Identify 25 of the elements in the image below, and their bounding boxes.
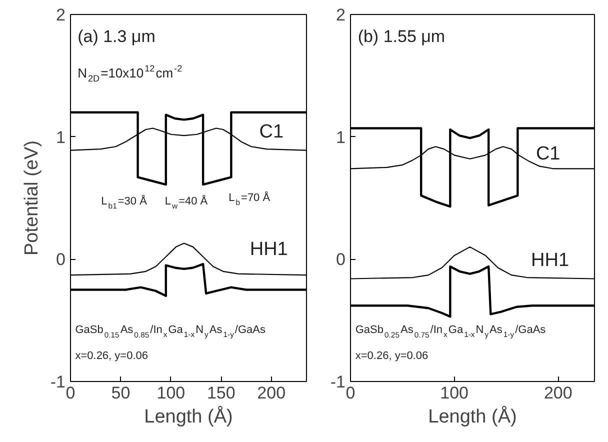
- annotation: (b) 1.55 μm: [358, 27, 446, 46]
- y-tick-label: 2: [336, 6, 346, 24]
- x-axis-title: Length (Å): [144, 406, 233, 428]
- annotation: x=0.26, y=0.06: [355, 350, 428, 362]
- x-tick-label: 100: [156, 384, 186, 402]
- y-tick-label: -1: [50, 372, 66, 392]
- y-tick-label: 0: [336, 250, 346, 270]
- y-tick-label: 0: [56, 250, 66, 270]
- y-tick-label: -1: [330, 372, 346, 392]
- x-axis-title: Length (Å): [428, 406, 517, 428]
- x-tick-label: 200: [544, 384, 572, 402]
- y-tick-label: 1: [336, 128, 346, 147]
- y-axis-title: Potential (eV): [21, 140, 42, 256]
- annotation: HH1: [531, 250, 570, 271]
- annotation: HH1: [250, 238, 288, 260]
- y-tick-label: 1: [56, 128, 66, 147]
- annotation: C1: [536, 143, 560, 164]
- annotation: C1: [259, 121, 284, 142]
- x-tick-label: 150: [206, 384, 236, 402]
- annotation: (a) 1.3 μm: [78, 27, 156, 46]
- x-tick-label: 50: [111, 384, 130, 402]
- annotation: x=0.26, y=0.06: [75, 350, 148, 362]
- y-tick-label: 2: [56, 6, 66, 24]
- x-tick-label: 100: [440, 384, 469, 402]
- x-tick-label: 200: [257, 384, 286, 402]
